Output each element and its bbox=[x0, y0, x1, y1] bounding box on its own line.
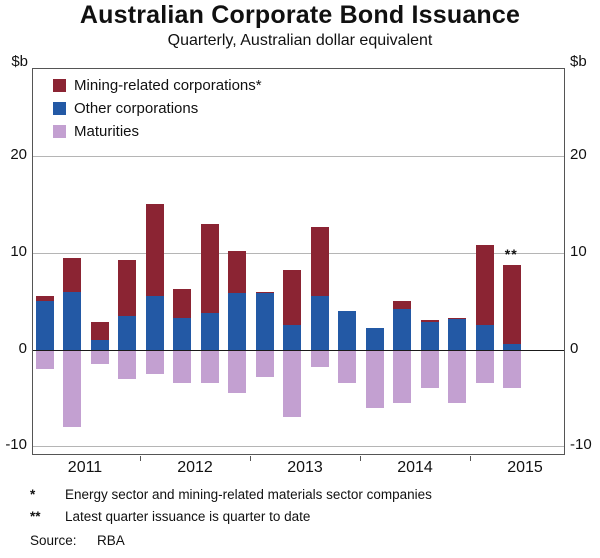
y-axis-unit-right: $b bbox=[570, 53, 587, 70]
year-boundary-tick bbox=[250, 456, 251, 461]
bar-maturities bbox=[118, 349, 137, 379]
legend-label: Maturities bbox=[74, 123, 140, 140]
bar-mining-related bbox=[283, 270, 302, 326]
bar-maturities bbox=[90, 349, 109, 365]
bar-other-corporations bbox=[255, 293, 274, 350]
y-tick-label-right--10: -10 bbox=[570, 436, 592, 454]
bar-other-corporations bbox=[200, 312, 219, 350]
footnote-2-symbol: ** bbox=[30, 509, 41, 524]
bar-mining-related bbox=[503, 265, 522, 344]
bar-mining-related bbox=[35, 296, 54, 302]
bar-other-corporations bbox=[393, 308, 412, 350]
bar-mining-related bbox=[310, 226, 329, 297]
source: Source: RBA bbox=[30, 533, 125, 548]
footnote-2: ** Latest quarter issuance is quarter to… bbox=[30, 509, 310, 524]
bar-maturities bbox=[200, 349, 219, 384]
source-label: Source: bbox=[30, 533, 77, 548]
bar-mining-related bbox=[255, 291, 274, 294]
bar-maturities bbox=[173, 349, 192, 384]
source-value: RBA bbox=[97, 533, 125, 548]
zero-line bbox=[33, 349, 564, 351]
x-axis-label-2014: 2014 bbox=[397, 459, 433, 476]
y-tick-label-left--10: -10 bbox=[5, 436, 27, 454]
legend: Mining-related corporations* Other corpor… bbox=[53, 74, 262, 143]
bar-other-corporations bbox=[90, 339, 109, 350]
bar-maturities bbox=[503, 349, 522, 389]
x-axis-label-2011: 2011 bbox=[67, 459, 103, 476]
bar-other-corporations bbox=[63, 291, 82, 350]
bar-other-corporations bbox=[283, 325, 302, 350]
bar-mining-related bbox=[63, 257, 82, 292]
bar-mining-related bbox=[145, 204, 164, 297]
y-tick-label-left-0: 0 bbox=[18, 339, 27, 357]
legend-item: Maturities bbox=[53, 120, 262, 143]
gridline--10 bbox=[33, 446, 564, 448]
y-tick-label-right-0: 0 bbox=[570, 339, 579, 357]
y-axis-unit-left: $b bbox=[11, 53, 28, 70]
bar-other-corporations bbox=[420, 322, 439, 350]
y-tick-label-right-10: 10 bbox=[570, 242, 587, 260]
bar-other-corporations bbox=[118, 315, 137, 350]
legend-swatch-icon bbox=[53, 125, 66, 138]
bar-mining-related bbox=[90, 322, 109, 340]
bar-mining-related bbox=[173, 288, 192, 318]
bar-maturities bbox=[310, 349, 329, 367]
gridline-10 bbox=[33, 252, 564, 254]
footnote-2-text: Latest quarter issuance is quarter to da… bbox=[65, 509, 311, 524]
plot-area: Mining-related corporations* Other corpor… bbox=[32, 68, 565, 455]
bar-maturities bbox=[283, 349, 302, 418]
legend-item: Mining-related corporations* bbox=[53, 74, 262, 97]
bar-maturities bbox=[448, 349, 467, 403]
bar-maturities bbox=[228, 349, 247, 394]
x-axis-label-2012: 2012 bbox=[177, 459, 213, 476]
bar-mining-related bbox=[118, 259, 137, 316]
y-tick-label-right-20: 20 bbox=[570, 146, 587, 164]
bar-mining-related bbox=[475, 245, 494, 326]
footnote-1-text: Energy sector and mining-related materia… bbox=[65, 487, 432, 502]
bar-mining-related bbox=[228, 250, 247, 294]
year-boundary-tick bbox=[470, 456, 471, 461]
legend-swatch-icon bbox=[53, 102, 66, 115]
bar-other-corporations bbox=[35, 301, 54, 350]
bar-maturities bbox=[338, 349, 357, 384]
footnote-1: * Energy sector and mining-related mater… bbox=[30, 487, 432, 502]
x-axis-label-2013: 2013 bbox=[287, 459, 323, 476]
legend-label: Other corporations bbox=[74, 100, 199, 117]
bar-other-corporations bbox=[448, 318, 467, 350]
bar-other-corporations bbox=[503, 343, 522, 350]
x-axis-label-2015: 2015 bbox=[507, 459, 543, 476]
bar-other-corporations bbox=[475, 325, 494, 350]
bar-other-corporations bbox=[365, 328, 384, 350]
bar-maturities bbox=[35, 349, 54, 369]
gridline-20 bbox=[33, 156, 564, 158]
bar-mining-related bbox=[420, 319, 439, 323]
bar-other-corporations bbox=[145, 296, 164, 350]
legend-item: Other corporations bbox=[53, 97, 262, 120]
bar-other-corporations bbox=[310, 296, 329, 350]
bar-maturities bbox=[475, 349, 494, 384]
bar-maturities bbox=[255, 349, 274, 377]
y-tick-label-left-10: 10 bbox=[10, 242, 27, 260]
bar-maturities bbox=[145, 349, 164, 374]
year-boundary-tick bbox=[360, 456, 361, 461]
year-boundary-tick bbox=[140, 456, 141, 461]
chart-subtitle: Quarterly, Australian dollar equivalent bbox=[167, 32, 433, 49]
chart-title: Australian Corporate Bond Issuance bbox=[79, 1, 521, 29]
bar-other-corporations bbox=[228, 293, 247, 350]
y-tick-label-left-20: 20 bbox=[10, 146, 27, 164]
bar-maturities bbox=[393, 349, 412, 403]
bar-maturities bbox=[63, 349, 82, 427]
latest-quarter-annotation: ** bbox=[504, 246, 518, 263]
bar-mining-related bbox=[200, 223, 219, 313]
footnote-1-symbol: * bbox=[30, 487, 36, 502]
bar-maturities bbox=[420, 349, 439, 389]
bar-other-corporations bbox=[338, 310, 357, 350]
bar-other-corporations bbox=[173, 317, 192, 350]
bar-maturities bbox=[365, 349, 384, 408]
bar-mining-related bbox=[393, 301, 412, 309]
legend-label: Mining-related corporations* bbox=[74, 77, 262, 94]
legend-swatch-icon bbox=[53, 79, 66, 92]
bar-mining-related bbox=[448, 317, 467, 319]
